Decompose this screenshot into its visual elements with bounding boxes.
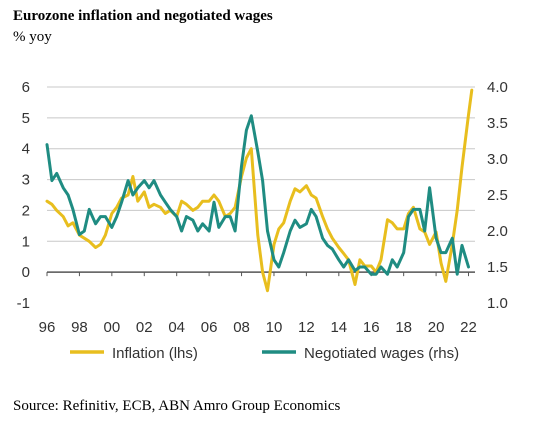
left-tick-label: 6: [22, 79, 30, 96]
chart-subtitle: % yoy: [13, 29, 52, 45]
legend-label-wages: Negotiated wages (rhs): [304, 345, 459, 362]
legend: Inflation (lhs) Negotiated wages (rhs): [70, 345, 459, 362]
right-tick-label: 3.5: [487, 115, 508, 132]
x-tick-label: 96: [39, 319, 56, 336]
x-tick-label: 22: [460, 319, 477, 336]
source-note: Source: Refinitiv, ECB, ABN Amro Group E…: [13, 398, 341, 414]
left-tick-label: 4: [22, 141, 30, 158]
right-tick-label: 2.5: [487, 187, 508, 204]
right-tick-label: 2.0: [487, 223, 508, 240]
x-tick-label: 00: [104, 319, 121, 336]
left-axis-ticks: 6 5 4 3 2 1 0 -1: [17, 79, 30, 312]
inflation-line: [45, 88, 474, 293]
right-tick-label: 4.0: [487, 79, 508, 96]
x-tick-label: 16: [363, 319, 380, 336]
x-tick-label: 06: [201, 319, 218, 336]
x-tick-label: 04: [168, 319, 185, 336]
negotiated-wages-line: [45, 114, 470, 276]
x-tick-label: 12: [298, 319, 315, 336]
x-tick-label: 10: [266, 319, 283, 336]
x-tick-label: 20: [428, 319, 445, 336]
x-tick-label: 08: [233, 319, 250, 336]
left-tick-label: -1: [17, 295, 30, 312]
right-axis-ticks: 4.0 3.5 3.0 2.5 2.0 1.5 1.0: [487, 79, 508, 312]
right-tick-label: 1.5: [487, 259, 508, 276]
x-tick-label: 98: [71, 319, 88, 336]
x-tick-label: 02: [136, 319, 153, 336]
series-lines: [45, 88, 474, 293]
left-tick-label: 1: [22, 233, 30, 250]
x-tick-label: 14: [330, 319, 347, 336]
left-tick-label: 5: [22, 110, 30, 127]
left-tick-label: 2: [22, 202, 30, 219]
legend-label-inflation: Inflation (lhs): [112, 345, 198, 362]
x-tick-label: 18: [395, 319, 412, 336]
left-tick-label: 0: [22, 264, 30, 281]
chart-title: Eurozone inflation and negotiated wages: [13, 8, 273, 24]
right-tick-label: 3.0: [487, 151, 508, 168]
left-tick-label: 3: [22, 172, 30, 189]
right-tick-label: 1.0: [487, 295, 508, 312]
x-axis-ticks: 96 98 00 02 04 06 08 10 12 14 16 18 20 22: [39, 272, 477, 336]
